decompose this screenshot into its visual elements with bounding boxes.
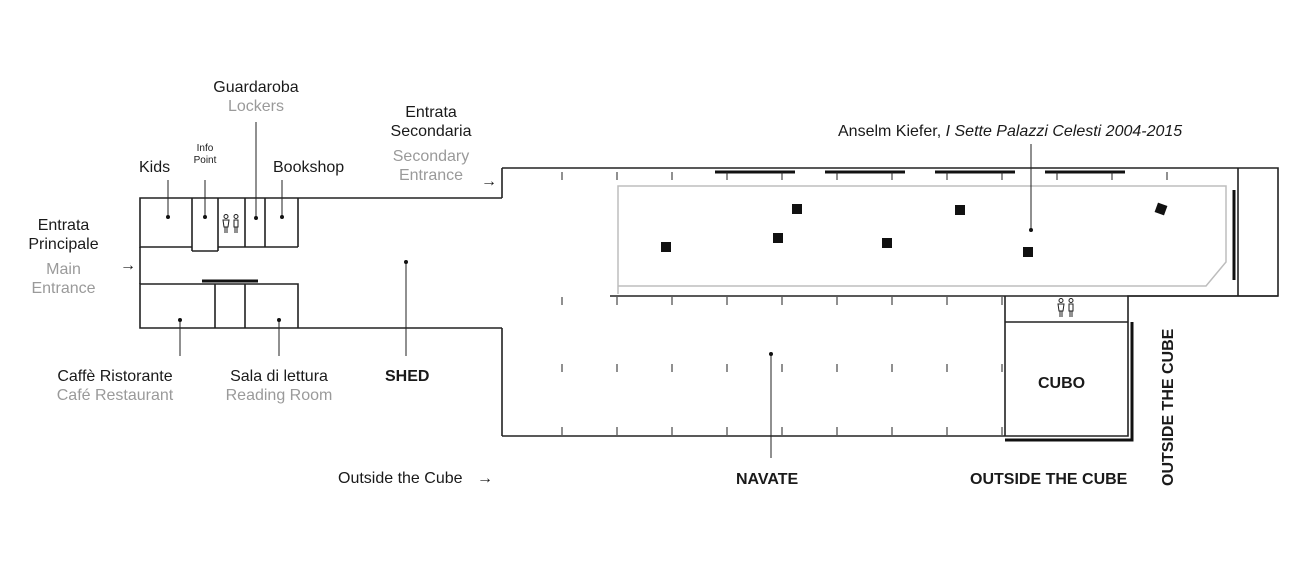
lockers-text: Lockers bbox=[227, 98, 285, 115]
square-marker-icon bbox=[773, 233, 783, 243]
entrance-bottom-block bbox=[139, 279, 502, 329]
cubo-label: CUBO bbox=[1038, 375, 1086, 392]
guardaroba-label: Guardaroba Lockers bbox=[196, 78, 316, 116]
artwork-markers bbox=[661, 202, 1168, 257]
shed-label: SHED bbox=[385, 368, 430, 385]
caffe-ristorante-text: Caffè Ristorante bbox=[57, 368, 173, 385]
restroom-icon bbox=[222, 214, 239, 233]
secondary-entrance-arrow: → bbox=[481, 173, 497, 190]
cafe-restaurant-text: Café Restaurant bbox=[56, 387, 174, 404]
kids-label: Kids bbox=[139, 159, 171, 176]
sala-di-lettura-label: Sala di lettura Reading Room bbox=[206, 367, 352, 405]
outside-the-cube-text: Outside the Cube bbox=[338, 470, 463, 487]
column-ticks bbox=[561, 172, 1168, 435]
artwork-title-text: I Sette Palazzi Celesti 2004-2015 bbox=[945, 123, 1183, 140]
artwork-artist-text: Anselm Kiefer, bbox=[838, 123, 942, 140]
square-marker-icon bbox=[882, 238, 892, 248]
navate-label: NAVATE bbox=[736, 471, 799, 488]
artwork-label: Anselm Kiefer, I Sette Palazzi Celesti 2… bbox=[838, 122, 1182, 141]
square-marker-icon bbox=[1154, 202, 1168, 216]
reading-room-text: Reading Room bbox=[225, 387, 333, 404]
entrata-secondaria-text: Entrata Secondaria bbox=[390, 104, 472, 140]
cubo-room bbox=[1004, 296, 1134, 442]
outside-the-cube-text-label: Outside the Cube → bbox=[338, 469, 493, 488]
entrata-principale-text: Entrata Principale bbox=[28, 217, 99, 253]
navate-hall bbox=[502, 167, 1279, 437]
square-marker-icon bbox=[955, 205, 965, 215]
main-entrance-arrow: → bbox=[120, 257, 136, 274]
square-marker-icon bbox=[1023, 247, 1033, 257]
guardaroba-text: Guardaroba bbox=[213, 79, 299, 96]
square-marker-icon bbox=[661, 242, 671, 252]
outside-arrow: → bbox=[476, 470, 493, 487]
sala-di-lettura-text: Sala di lettura bbox=[230, 368, 328, 385]
outside-the-cube-vertical-label: OUTSIDE THE CUBE bbox=[1160, 328, 1177, 486]
secondary-entrance-text: Secondary Entrance bbox=[392, 148, 470, 184]
caffe-ristorante-label: Caffè Ristorante Café Restaurant bbox=[35, 367, 195, 405]
outside-the-cube-bottom-label: OUTSIDE THE CUBE bbox=[970, 471, 1128, 488]
entrata-principale-label: Entrata Principale Main Entrance bbox=[16, 216, 111, 298]
main-entrance-text: Main Entrance bbox=[31, 261, 96, 297]
info-point-label: Info Point bbox=[193, 143, 217, 166]
leader-lines bbox=[166, 122, 1033, 458]
entrance-top-block bbox=[139, 197, 502, 284]
bookshop-label: Bookshop bbox=[273, 159, 345, 176]
entrata-secondaria-label: Entrata Secondaria Secondary Entrance bbox=[376, 103, 486, 185]
restroom-icon bbox=[1057, 298, 1074, 317]
square-marker-icon bbox=[792, 204, 802, 214]
